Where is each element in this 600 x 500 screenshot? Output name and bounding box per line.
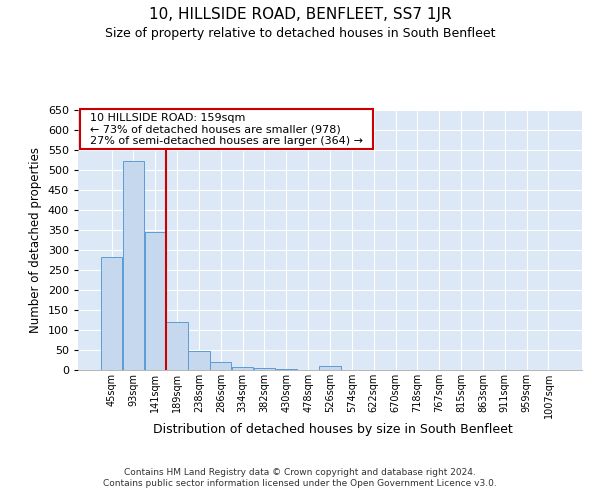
Bar: [319, 366, 341, 370]
Text: Distribution of detached houses by size in South Benfleet: Distribution of detached houses by size …: [153, 422, 513, 436]
Bar: [145, 232, 166, 370]
Text: 10, HILLSIDE ROAD, BENFLEET, SS7 1JR: 10, HILLSIDE ROAD, BENFLEET, SS7 1JR: [149, 8, 451, 22]
Bar: [254, 368, 275, 370]
Bar: [123, 161, 144, 370]
Bar: [210, 362, 232, 370]
Bar: [276, 369, 297, 370]
Bar: [188, 351, 209, 370]
Text: Contains HM Land Registry data © Crown copyright and database right 2024.
Contai: Contains HM Land Registry data © Crown c…: [103, 468, 497, 487]
Bar: [232, 367, 253, 370]
Bar: [166, 322, 188, 370]
Text: 10 HILLSIDE ROAD: 159sqm  
  ← 73% of detached houses are smaller (978)  
  27% : 10 HILLSIDE ROAD: 159sqm ← 73% of detach…: [83, 112, 370, 146]
Y-axis label: Number of detached properties: Number of detached properties: [29, 147, 42, 333]
Bar: [101, 257, 122, 370]
Text: Size of property relative to detached houses in South Benfleet: Size of property relative to detached ho…: [105, 28, 495, 40]
